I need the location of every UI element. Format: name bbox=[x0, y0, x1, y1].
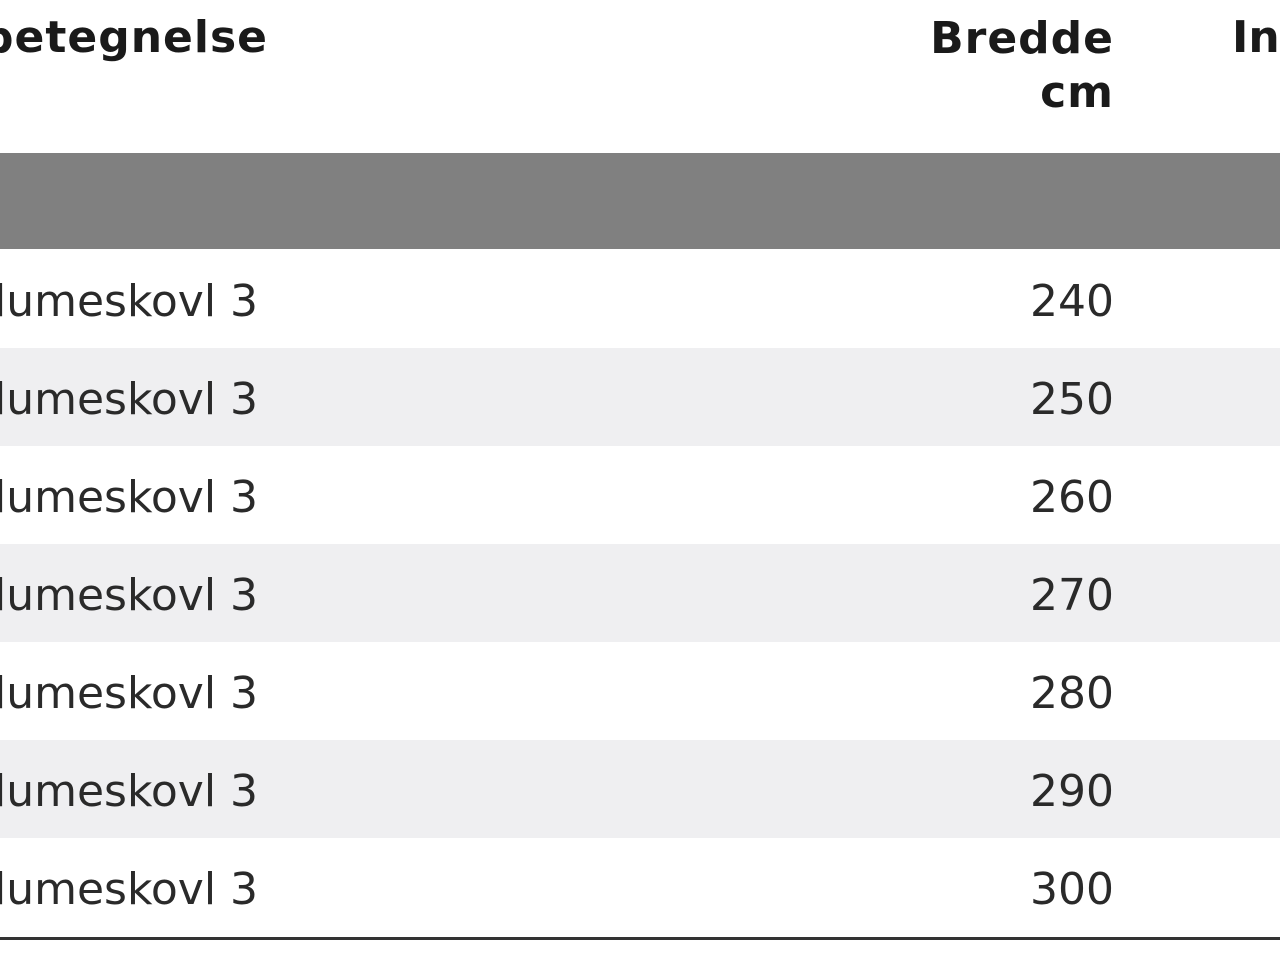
table-bottom-rule bbox=[0, 937, 1280, 940]
table-body: lumeskovl 3 240 lumeskovl 3 250 lumeskovl … bbox=[0, 250, 1280, 936]
cell-width: 300 bbox=[1030, 864, 1114, 915]
table-row: lumeskovl 3 300 bbox=[0, 838, 1280, 936]
cell-name: lumeskovl 3 bbox=[0, 668, 259, 719]
section-band bbox=[0, 153, 1280, 249]
column-header-width-unit: cm bbox=[1040, 67, 1114, 118]
cell-name: lumeskovl 3 bbox=[0, 570, 259, 621]
cell-width: 270 bbox=[1030, 570, 1114, 621]
cell-name: lumeskovl 3 bbox=[0, 276, 259, 327]
cell-name: lumeskovl 3 bbox=[0, 472, 259, 523]
cell-name: lumeskovl 3 bbox=[0, 766, 259, 817]
column-header-width-label: Bredde bbox=[930, 13, 1114, 64]
table-row: lumeskovl 3 270 bbox=[0, 544, 1280, 642]
column-header-name: ebetegnelse bbox=[0, 12, 268, 63]
table-row: lumeskovl 3 250 bbox=[0, 348, 1280, 446]
table-row: lumeskovl 3 290 bbox=[0, 740, 1280, 838]
column-header-width: Bredde cm bbox=[930, 12, 1114, 120]
cell-width: 290 bbox=[1030, 766, 1114, 817]
cell-width: 240 bbox=[1030, 276, 1114, 327]
cell-name: lumeskovl 3 bbox=[0, 374, 259, 425]
table-row: lumeskovl 3 260 bbox=[0, 446, 1280, 544]
cell-width: 260 bbox=[1030, 472, 1114, 523]
cell-width: 250 bbox=[1030, 374, 1114, 425]
table-row: lumeskovl 3 280 bbox=[0, 642, 1280, 740]
cell-width: 280 bbox=[1030, 668, 1114, 719]
column-header-next: In bbox=[1232, 12, 1280, 63]
cell-name: lumeskovl 3 bbox=[0, 864, 259, 915]
table-row: lumeskovl 3 240 bbox=[0, 250, 1280, 348]
table-header: ebetegnelse Bredde cm In bbox=[0, 0, 1280, 153]
